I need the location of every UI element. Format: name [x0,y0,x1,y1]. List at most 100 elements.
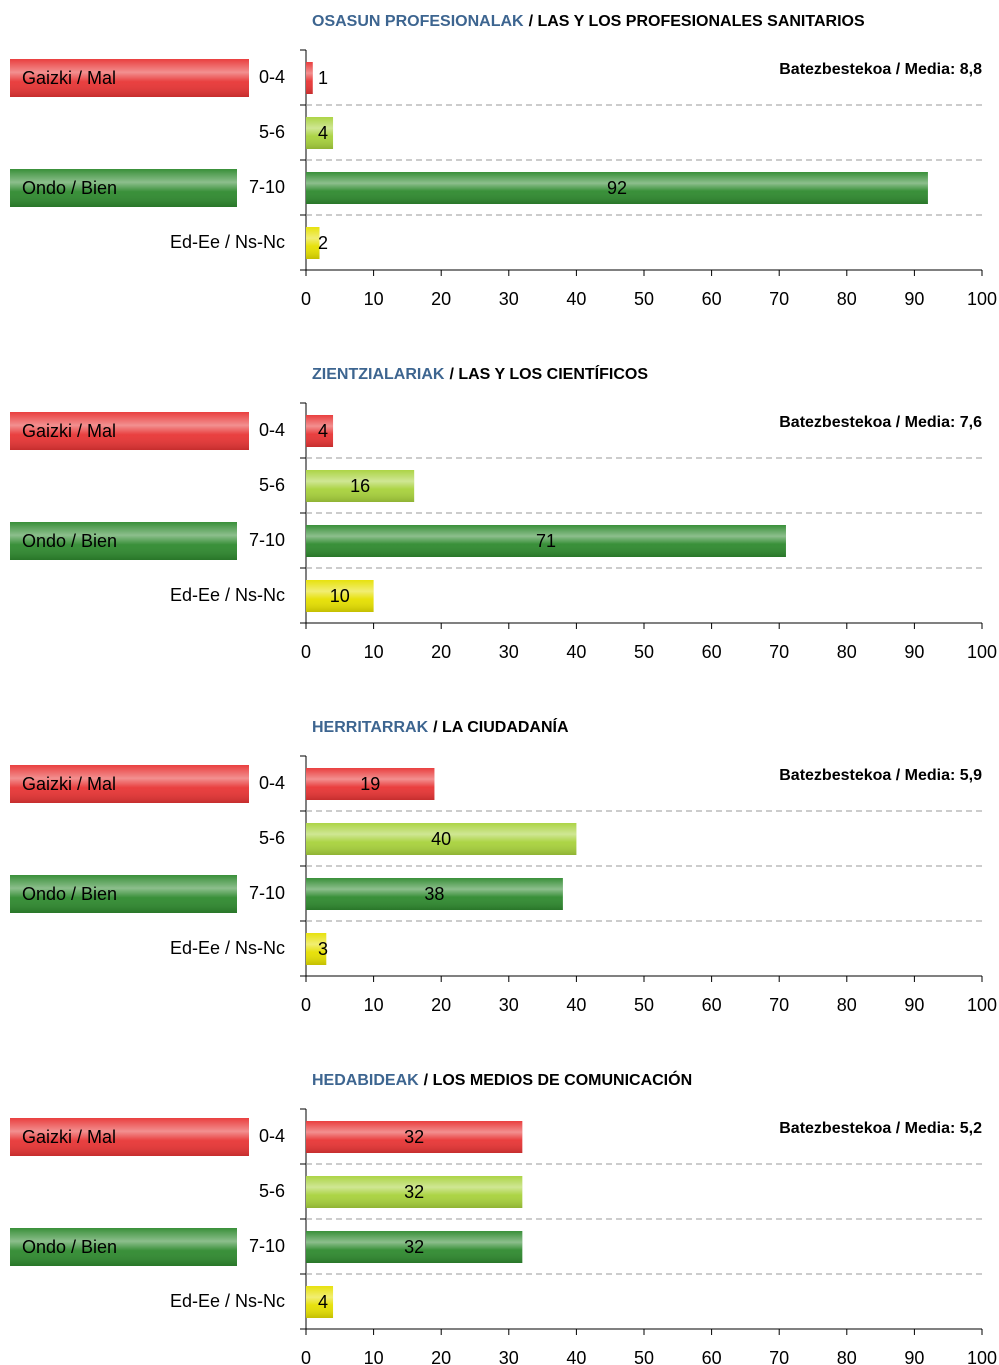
x-tick-label: 40 [566,642,586,662]
x-tick-label: 60 [702,642,722,662]
x-tick-label: 60 [702,995,722,1015]
y-tick-label: Ed-Ee / Ns-Nc [170,1291,285,1311]
data-label: 3 [318,939,328,959]
x-tick-label: 40 [566,1348,586,1365]
group-label: Ondo / Bien [22,1237,117,1257]
x-tick-label: 10 [364,289,384,309]
annotation: Batezbestekoa / Media: 5,2 [779,1120,982,1137]
y-tick-label: 5-6 [259,828,285,848]
group-label: Gaizki / Mal [22,68,116,88]
data-label: 32 [404,1127,424,1147]
bar-shine [306,172,928,204]
bar-shine [306,525,786,557]
title-es: / LA CIUDADANÍA [433,717,569,736]
x-tick-label: 50 [634,1348,654,1365]
title-es: / LOS MEDIOS DE COMUNICACIÓN [424,1070,692,1089]
x-tick-label: 30 [499,995,519,1015]
group-label: Ondo / Bien [22,531,117,551]
group-box-shine [10,1228,237,1266]
y-tick-label: 0-4 [259,773,285,793]
title-es: / LAS Y LOS CIENTÍFICOS [449,364,648,383]
group-label: Ondo / Bien [22,884,117,904]
x-tick-label: 0 [301,1348,311,1365]
bar-shine [306,415,334,447]
x-tick-label: 30 [499,1348,519,1365]
annotation: Batezbestekoa / Media: 7,6 [779,414,982,431]
x-tick-label: 10 [364,642,384,662]
x-tick-label: 90 [904,642,924,662]
data-label: 40 [431,829,451,849]
group-box-shine [10,169,237,207]
group-box-shine [10,765,249,803]
bar-shine [306,768,435,800]
x-tick-label: 80 [837,995,857,1015]
y-tick-label: 0-4 [259,420,285,440]
x-tick-label: 50 [634,995,654,1015]
bar-shine [306,933,327,965]
x-tick-label: 20 [431,1348,451,1365]
x-tick-label: 40 [566,289,586,309]
y-tick-label: 5-6 [259,475,285,495]
x-tick-label: 60 [702,1348,722,1365]
group-label: Gaizki / Mal [22,774,116,794]
y-tick-label: 5-6 [259,122,285,142]
group-label: Gaizki / Mal [22,1127,116,1147]
annotation: Batezbestekoa / Media: 8,8 [779,61,982,78]
group-box-shine [10,522,237,560]
y-tick-label: 7-10 [249,530,285,550]
y-tick-label: 0-4 [259,1126,285,1146]
x-tick-label: 30 [499,289,519,309]
x-tick-label: 10 [364,995,384,1015]
title-eu: HERRITARRAK [312,719,429,736]
annotation: Batezbestekoa / Media: 5,9 [779,767,982,784]
y-tick-label: Ed-Ee / Ns-Nc [170,585,285,605]
data-label: 4 [318,123,328,143]
x-tick-label: 40 [566,995,586,1015]
x-tick-label: 60 [702,289,722,309]
x-tick-label: 70 [769,1348,789,1365]
data-label: 38 [424,884,444,904]
bar-shine [306,580,374,612]
data-label: 32 [404,1182,424,1202]
y-tick-label: Ed-Ee / Ns-Nc [170,938,285,958]
title-eu: HEDABIDEAK [312,1072,419,1089]
bar-shine [306,1121,523,1153]
data-label: 32 [404,1237,424,1257]
chart-title: HERRITARRAK / LA CIUDADANÍA [312,717,569,736]
chart-title: ZIENTZIALARIAK / LAS Y LOS CIENTÍFICOS [312,364,648,383]
x-tick-label: 100 [967,289,997,309]
bar-shine [306,1286,334,1318]
x-tick-label: 20 [431,642,451,662]
data-label: 4 [318,421,328,441]
bar-shine [306,227,320,259]
x-tick-label: 100 [967,995,997,1015]
x-tick-label: 50 [634,642,654,662]
y-tick-label: Ed-Ee / Ns-Nc [170,232,285,252]
x-tick-label: 50 [634,289,654,309]
x-tick-label: 70 [769,642,789,662]
y-tick-label: 0-4 [259,67,285,87]
data-label: 19 [360,774,380,794]
x-tick-label: 80 [837,289,857,309]
chart-title: OSASUN PROFESIONALAK / LAS Y LOS PROFESIO… [312,13,865,30]
x-tick-label: 80 [837,1348,857,1365]
x-tick-label: 90 [904,289,924,309]
bar-shine [306,823,577,855]
group-box-shine [10,412,249,450]
bar-shine [306,1231,523,1263]
x-tick-label: 100 [967,1348,997,1365]
y-tick-label: 7-10 [249,1236,285,1256]
x-tick-label: 20 [431,995,451,1015]
data-label: 1 [318,68,328,88]
y-tick-label: 7-10 [249,177,285,197]
x-tick-label: 0 [301,642,311,662]
title-es: / LAS Y LOS PROFESIONALES SANITARIOS [529,13,865,30]
title-eu: OSASUN PROFESIONALAK [312,13,524,30]
bar-shine [306,117,334,149]
bar-shine [306,1176,523,1208]
data-label: 2 [318,233,328,253]
x-tick-label: 0 [301,289,311,309]
x-tick-label: 30 [499,642,519,662]
data-label: 10 [330,586,350,606]
